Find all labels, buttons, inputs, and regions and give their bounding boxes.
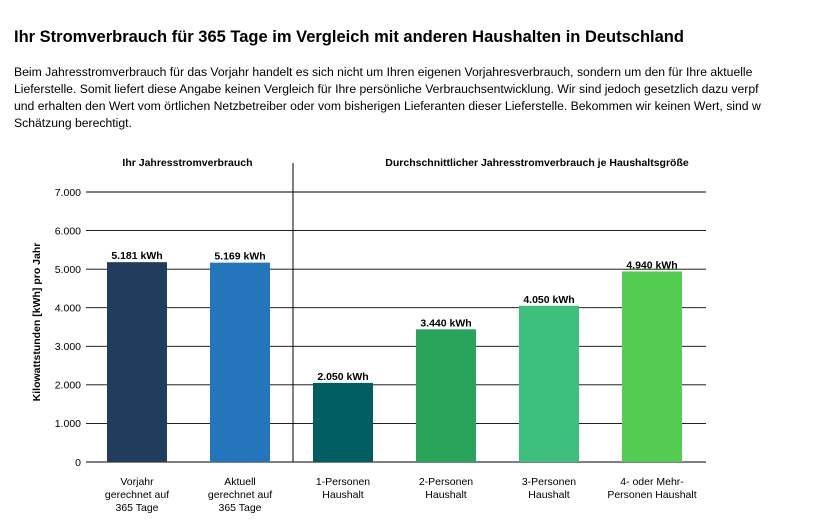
y-tick-label: 5.000 [55,264,81,276]
category-label: gerechnet auf [105,489,169,501]
category-label: 2-Personen [419,476,473,488]
bar [622,271,682,462]
category-label: 3-Personen [522,476,576,488]
category-label: Haushalt [425,489,467,501]
bar [107,262,167,462]
y-tick-label: 7.000 [55,187,81,199]
intro-line: und erhalten den Wert vom örtlichen Netz… [14,99,761,113]
category-label: 365 Tage [115,502,158,514]
y-tick-label: 3.000 [55,341,81,353]
data-label: 5.181 kWh [111,250,162,262]
section-label-own: Ihr Jahresstromverbrauch [122,157,252,169]
intro-text: Beim Jahresstromverbrauch für das Vorjah… [14,64,832,132]
data-label: 3.440 kWh [420,317,471,329]
category-label: 1-Personen [316,476,370,488]
page-title: Ihr Stromverbrauch für 365 Tage im Vergl… [14,28,684,46]
bar [313,382,373,462]
data-label: 2.050 kWh [317,371,368,383]
bar [210,262,270,462]
category-label: gerechnet auf [208,489,272,501]
intro-line: Schätzung berechtigt. [14,116,132,130]
category-label: Haushalt [528,489,570,501]
category-label: 365 Tage [218,502,261,514]
y-tick-label: 6.000 [55,225,81,237]
section-label-average: Durchschnittlicher Jahresstromverbrauch … [385,157,689,169]
y-tick-label: 2.000 [55,380,81,392]
y-axis-label: Kilowattstunden [kWh] pro Jahr [31,243,43,402]
data-label: 5.169 kWh [214,251,265,263]
y-tick-label: 0 [75,457,81,469]
category-label: Vorjahr [120,476,154,488]
category-label: Personen Haushalt [607,489,696,501]
intro-line: Lieferstelle. Somit liefert diese Angabe… [14,82,759,96]
y-tick-label: 1.000 [55,418,81,430]
category-label: Aktuell [224,476,256,488]
category-label: Haushalt [322,489,364,501]
data-label: 4.940 kWh [626,259,677,271]
intro-line: Beim Jahresstromverbrauch für das Vorjah… [14,65,753,79]
bar [416,329,476,462]
data-label: 4.050 kWh [523,294,574,306]
y-tick-label: 4.000 [55,303,81,315]
bar [519,305,579,462]
category-label: 4- oder Mehr- [620,476,684,488]
